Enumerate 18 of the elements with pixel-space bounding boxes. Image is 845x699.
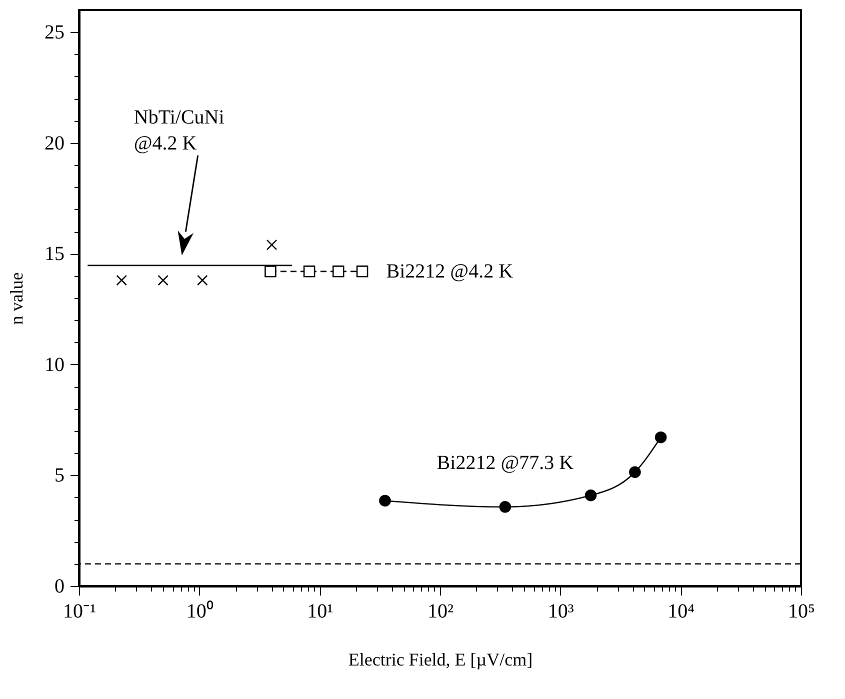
y-tick-label: 20 bbox=[44, 132, 64, 154]
y-tick-label: 0 bbox=[54, 576, 64, 598]
x-tick-label: 10³ bbox=[548, 600, 574, 622]
y-tick-label: 10 bbox=[44, 354, 64, 376]
y-axis-title: n value bbox=[6, 272, 26, 325]
x-tick-label: 10⁰ bbox=[186, 600, 214, 622]
annotation: NbTi/CuNi @4.2 K bbox=[134, 106, 225, 154]
series-label: Bi2212 @77.3 K bbox=[436, 452, 574, 474]
y-tick-label: 15 bbox=[44, 243, 64, 266]
x-tick-label: 10² bbox=[428, 600, 454, 622]
x-tick-label: 10⁻¹ bbox=[63, 600, 96, 622]
y-tick-label: 5 bbox=[54, 464, 64, 487]
x-tick-label: 10⁵ bbox=[788, 600, 815, 622]
x-axis-title: Electric Field, E [µV/cm] bbox=[348, 650, 533, 670]
x-tick-label: 10⁴ bbox=[668, 600, 695, 622]
series-label: Bi2212 @4.2 K bbox=[386, 260, 514, 282]
y-tick-label: 25 bbox=[44, 22, 64, 44]
x-tick-label: 10¹ bbox=[307, 600, 334, 622]
